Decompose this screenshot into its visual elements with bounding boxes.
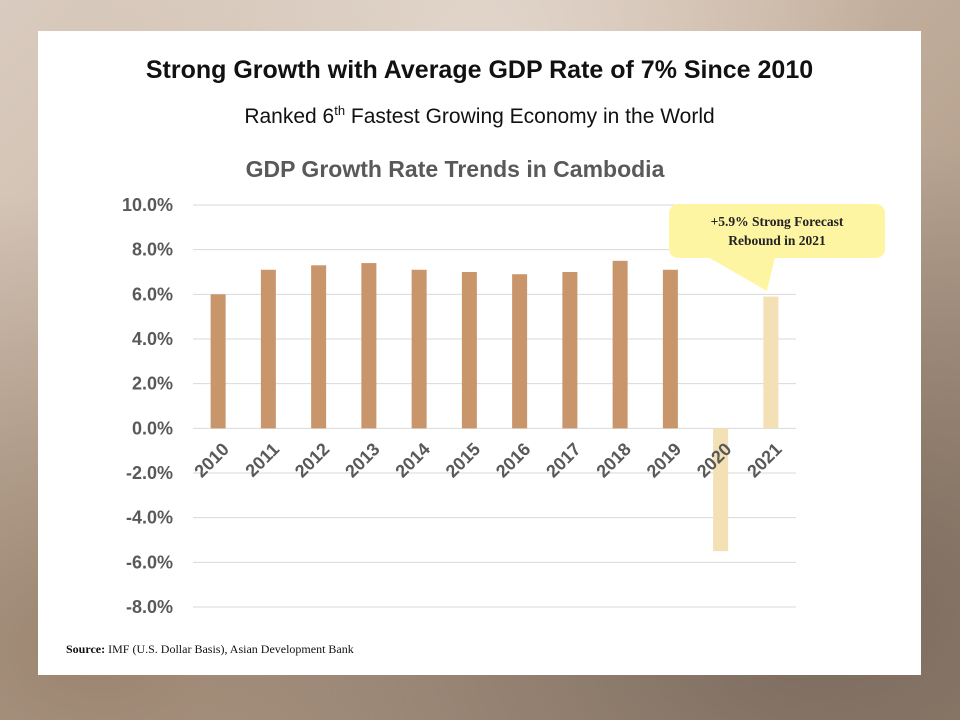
x-tick-label: 2012 — [291, 439, 333, 481]
y-tick-label: -2.0% — [126, 463, 173, 483]
bar-2012 — [311, 265, 327, 429]
x-tick-label: 2013 — [341, 439, 383, 481]
y-tick-label: -8.0% — [126, 597, 173, 617]
x-tick-label: 2014 — [391, 439, 433, 481]
callout-line-1: +5.9% Strong Forecast — [710, 214, 844, 229]
bar-2014 — [411, 269, 427, 429]
x-tick-label: 2019 — [643, 439, 685, 481]
y-tick-label: 4.0% — [132, 329, 173, 349]
bar-2018 — [612, 260, 628, 429]
bar-2013 — [361, 263, 377, 429]
x-tick-label: 2018 — [592, 439, 634, 481]
subtitle-superscript: th — [334, 103, 346, 118]
bar-2020 — [713, 428, 729, 552]
y-tick-label: 0.0% — [132, 418, 173, 438]
bar-2015 — [461, 272, 477, 429]
x-tick-label: 2010 — [190, 439, 232, 481]
bar-2010 — [210, 294, 226, 429]
bar-2016 — [512, 274, 528, 429]
bar-2017 — [562, 272, 578, 429]
bar-2021 — [763, 296, 779, 429]
bar-2011 — [260, 269, 276, 429]
y-tick-label: 10.0% — [122, 195, 173, 215]
x-tick-label: 2021 — [743, 439, 785, 481]
bar-2019 — [662, 269, 678, 429]
subtitle-suffix: Fastest Growing Economy in the World — [345, 105, 715, 128]
callout-line-2: Rebound in 2021 — [728, 233, 826, 248]
source-label: Source: — [66, 642, 106, 656]
y-tick-label: -6.0% — [126, 552, 173, 572]
x-tick-label: 2016 — [492, 439, 534, 481]
gdp-chart: GDP Growth Rate Trends in Cambodia 10.0% 8… — [122, 156, 796, 617]
y-tick-label: 6.0% — [132, 284, 173, 304]
y-tick-label: -4.0% — [126, 508, 173, 528]
callout-tail — [701, 253, 776, 291]
slide: Strong Growth with Average GDP Rate of 7… — [38, 31, 921, 675]
x-tick-label: 2011 — [241, 439, 283, 481]
source-note: Source: IMF (U.S. Dollar Basis), Asian D… — [66, 642, 354, 657]
slide-subtitle: Ranked 6th Fastest Growing Economy in th… — [38, 103, 921, 129]
forecast-callout: +5.9% Strong Forecast Rebound in 2021 — [669, 204, 885, 258]
subtitle-prefix: Ranked 6 — [244, 105, 335, 128]
x-tick-label: 2017 — [542, 439, 584, 481]
y-tick-label: 8.0% — [132, 240, 173, 260]
chart-title: GDP Growth Rate Trends in Cambodia — [246, 156, 665, 182]
x-tick-label: 2015 — [442, 439, 484, 481]
slide-title: Strong Growth with Average GDP Rate of 7… — [145, 56, 814, 84]
source-text: IMF (U.S. Dollar Basis), Asian Developme… — [105, 642, 354, 656]
y-tick-label: 2.0% — [132, 374, 173, 394]
